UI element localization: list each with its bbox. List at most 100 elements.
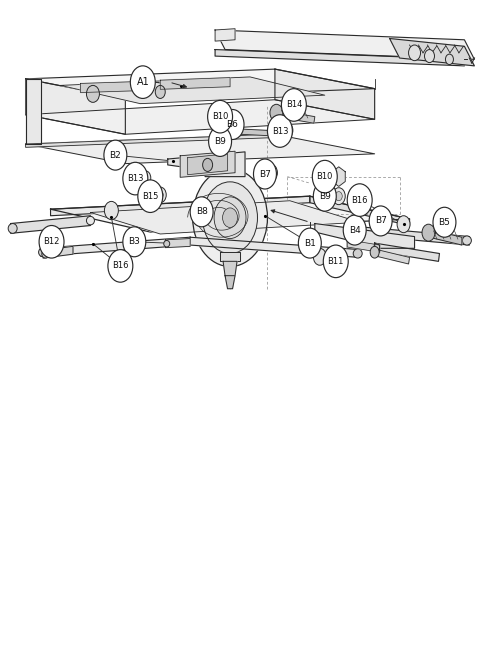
Circle shape bbox=[202, 159, 212, 172]
Circle shape bbox=[104, 201, 118, 219]
Text: B5: B5 bbox=[438, 217, 450, 227]
Text: B9: B9 bbox=[214, 137, 226, 146]
Polygon shape bbox=[225, 276, 235, 289]
Circle shape bbox=[324, 245, 348, 278]
Polygon shape bbox=[374, 243, 380, 252]
Circle shape bbox=[140, 171, 151, 185]
Text: B7: B7 bbox=[259, 170, 271, 178]
Polygon shape bbox=[26, 135, 275, 148]
Polygon shape bbox=[50, 196, 310, 215]
Circle shape bbox=[424, 50, 434, 63]
Polygon shape bbox=[26, 100, 374, 135]
Circle shape bbox=[130, 66, 156, 99]
Circle shape bbox=[190, 197, 213, 227]
Text: B14: B14 bbox=[286, 101, 302, 110]
Text: B10: B10 bbox=[212, 112, 228, 121]
Circle shape bbox=[330, 253, 341, 268]
Text: B2: B2 bbox=[110, 151, 121, 159]
Text: B8: B8 bbox=[196, 207, 207, 216]
Polygon shape bbox=[273, 110, 315, 123]
Text: B15: B15 bbox=[142, 192, 158, 200]
Text: B11: B11 bbox=[328, 257, 344, 266]
Ellipse shape bbox=[353, 249, 362, 258]
Ellipse shape bbox=[86, 216, 94, 225]
Polygon shape bbox=[50, 196, 410, 232]
Polygon shape bbox=[218, 107, 232, 127]
Text: B16: B16 bbox=[112, 261, 128, 270]
Circle shape bbox=[314, 248, 326, 265]
Polygon shape bbox=[215, 128, 280, 136]
Text: A1: A1 bbox=[136, 77, 149, 87]
Circle shape bbox=[138, 180, 162, 212]
Polygon shape bbox=[196, 212, 209, 223]
Circle shape bbox=[397, 215, 410, 232]
Ellipse shape bbox=[164, 240, 170, 247]
Polygon shape bbox=[165, 238, 190, 247]
Ellipse shape bbox=[42, 250, 50, 258]
Circle shape bbox=[370, 246, 379, 258]
Text: B10: B10 bbox=[316, 172, 333, 181]
Circle shape bbox=[156, 86, 165, 99]
Circle shape bbox=[39, 225, 64, 258]
Polygon shape bbox=[360, 227, 470, 245]
Circle shape bbox=[298, 228, 322, 258]
Polygon shape bbox=[26, 69, 374, 99]
Circle shape bbox=[282, 89, 306, 121]
Polygon shape bbox=[370, 248, 410, 264]
Circle shape bbox=[264, 165, 278, 181]
Circle shape bbox=[123, 163, 148, 195]
Text: B1: B1 bbox=[304, 238, 316, 247]
Text: B7: B7 bbox=[374, 216, 386, 225]
Circle shape bbox=[86, 86, 100, 103]
Circle shape bbox=[433, 207, 456, 237]
Circle shape bbox=[314, 181, 336, 211]
Circle shape bbox=[268, 115, 292, 148]
Circle shape bbox=[154, 187, 166, 202]
Polygon shape bbox=[26, 79, 40, 144]
Polygon shape bbox=[315, 223, 414, 248]
Polygon shape bbox=[426, 229, 462, 245]
Polygon shape bbox=[215, 50, 464, 66]
Circle shape bbox=[222, 136, 228, 146]
Polygon shape bbox=[43, 246, 73, 258]
Circle shape bbox=[408, 45, 420, 61]
Polygon shape bbox=[60, 77, 325, 104]
Polygon shape bbox=[374, 243, 440, 261]
Polygon shape bbox=[332, 262, 340, 277]
Text: B13: B13 bbox=[127, 174, 144, 183]
Text: B3: B3 bbox=[128, 237, 140, 246]
Polygon shape bbox=[90, 200, 360, 234]
Polygon shape bbox=[160, 78, 230, 89]
Text: B4: B4 bbox=[349, 225, 360, 234]
Circle shape bbox=[221, 110, 244, 140]
Circle shape bbox=[446, 54, 454, 65]
Polygon shape bbox=[215, 29, 235, 41]
Ellipse shape bbox=[462, 236, 471, 245]
Circle shape bbox=[332, 187, 345, 204]
Polygon shape bbox=[332, 167, 345, 186]
Polygon shape bbox=[40, 237, 190, 256]
Polygon shape bbox=[26, 135, 374, 164]
Ellipse shape bbox=[8, 223, 17, 233]
Circle shape bbox=[108, 249, 133, 282]
Circle shape bbox=[214, 197, 246, 238]
Circle shape bbox=[202, 182, 258, 253]
Polygon shape bbox=[310, 196, 410, 225]
Text: B6: B6 bbox=[226, 120, 238, 129]
Polygon shape bbox=[223, 261, 237, 276]
Polygon shape bbox=[215, 30, 474, 59]
Circle shape bbox=[312, 161, 338, 193]
Circle shape bbox=[254, 159, 276, 189]
Circle shape bbox=[218, 133, 232, 150]
Circle shape bbox=[208, 127, 232, 157]
Polygon shape bbox=[188, 154, 228, 174]
Circle shape bbox=[104, 140, 127, 170]
Circle shape bbox=[347, 183, 372, 216]
Polygon shape bbox=[275, 69, 374, 119]
Circle shape bbox=[268, 168, 274, 177]
Text: B12: B12 bbox=[44, 237, 60, 246]
Circle shape bbox=[422, 224, 435, 241]
Text: B13: B13 bbox=[272, 127, 288, 136]
Polygon shape bbox=[10, 215, 90, 233]
Circle shape bbox=[369, 206, 392, 236]
